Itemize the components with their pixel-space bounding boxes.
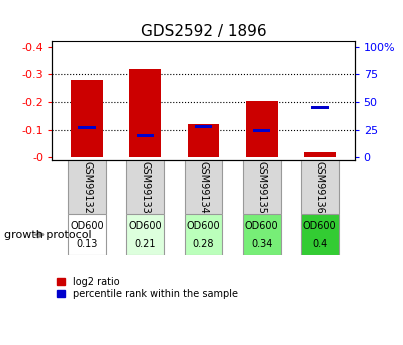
Bar: [304, 152, 336, 157]
Bar: [195, 125, 212, 128]
Bar: [129, 69, 161, 157]
Text: OD600: OD600: [187, 221, 220, 231]
Text: 0.4: 0.4: [312, 239, 327, 249]
Bar: [246, 101, 278, 157]
Bar: [69, 214, 106, 255]
Text: GSM99135: GSM99135: [257, 160, 267, 214]
Bar: [243, 214, 280, 255]
Bar: [243, 160, 280, 214]
Bar: [311, 106, 328, 109]
Bar: [185, 160, 222, 214]
Bar: [137, 134, 154, 137]
Text: GSM99133: GSM99133: [140, 160, 150, 213]
Bar: [71, 80, 103, 157]
Text: OD600: OD600: [129, 221, 162, 231]
Text: 0.21: 0.21: [135, 239, 156, 249]
Bar: [79, 126, 96, 129]
Text: growth protocol: growth protocol: [4, 230, 91, 239]
Bar: [301, 160, 339, 214]
Text: OD600: OD600: [303, 221, 337, 231]
Text: OD600: OD600: [71, 221, 104, 231]
Text: GSM99134: GSM99134: [199, 160, 208, 213]
Bar: [253, 129, 270, 132]
Bar: [185, 214, 222, 255]
Title: GDS2592 / 1896: GDS2592 / 1896: [141, 24, 266, 39]
Text: 0.13: 0.13: [77, 239, 98, 249]
Text: 0.34: 0.34: [251, 239, 272, 249]
Bar: [69, 160, 106, 214]
Text: GSM99132: GSM99132: [82, 160, 92, 214]
Bar: [187, 124, 220, 157]
Text: 0.28: 0.28: [193, 239, 214, 249]
Bar: [301, 214, 339, 255]
Text: OD600: OD600: [245, 221, 278, 231]
Bar: [127, 160, 164, 214]
Bar: [127, 214, 164, 255]
Legend: log2 ratio, percentile rank within the sample: log2 ratio, percentile rank within the s…: [57, 277, 238, 299]
Text: GSM99136: GSM99136: [315, 160, 325, 213]
